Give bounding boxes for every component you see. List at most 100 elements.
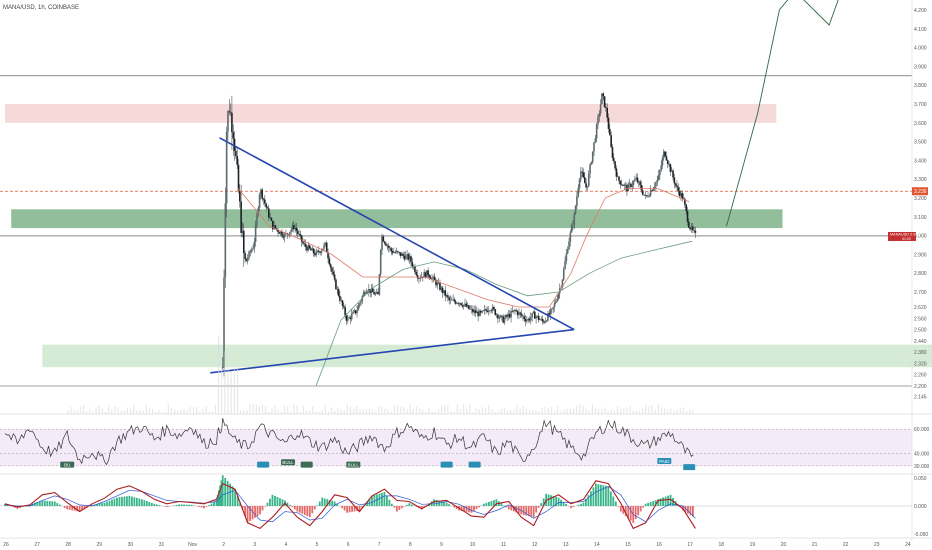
macd-histogram-bar: [483, 503, 485, 506]
macd-histogram-bar: [135, 497, 138, 506]
macd-histogram-bar: [244, 506, 246, 517]
candle-body: [526, 320, 528, 322]
volume-bar: [202, 409, 204, 414]
volume-bar: [554, 410, 556, 414]
candle-body: [354, 310, 357, 314]
volume-bar: [494, 411, 496, 414]
volume-bar: [437, 408, 440, 414]
signal-bull-label: BULL: [281, 459, 296, 466]
volume-bar: [368, 408, 370, 414]
candle-body: [660, 165, 662, 171]
candle-body: [358, 303, 361, 306]
y-tick-label: 4.100: [914, 27, 927, 33]
volume-bar: [126, 407, 129, 414]
y-tick-label: 2.800: [914, 271, 927, 277]
volume-bar: [349, 406, 352, 414]
volume-bar: [607, 411, 609, 414]
candle-body: [655, 182, 657, 187]
candle-body: [661, 157, 664, 166]
rsi-band: [0, 429, 912, 466]
candle-body: [626, 185, 628, 192]
candle-body: [681, 192, 684, 199]
volume-bar: [525, 408, 528, 414]
volume-bar: [538, 411, 540, 414]
candle-body: [225, 131, 228, 204]
macd-histogram-bar: [629, 506, 632, 521]
macd-histogram-bar: [58, 504, 61, 506]
x-tick-label: 12: [532, 542, 538, 548]
x-tick-label: 14: [594, 542, 600, 548]
macd-histogram-bar: [140, 499, 143, 506]
candle-body: [564, 261, 566, 270]
volume-bar: [604, 407, 606, 414]
candle-body: [601, 93, 603, 105]
volume-bar: [111, 409, 113, 414]
volume-bar: [444, 405, 446, 414]
macd-histogram-bar: [522, 506, 525, 515]
volume-bar: [117, 407, 119, 414]
volume-bar: [180, 410, 182, 414]
macd-histogram-bar: [301, 506, 304, 514]
volume-bar: [541, 408, 543, 414]
rsi-pane[interactable]: BU BULL BULL PAID: [0, 418, 912, 471]
macd-histogram-bar: [78, 506, 81, 512]
macd-pane[interactable]: [0, 475, 912, 530]
candle-body: [551, 308, 553, 310]
macd-histogram-bar: [555, 496, 557, 506]
candle-body: [232, 132, 235, 139]
candle-body: [512, 310, 515, 312]
macd-histogram-bar: [48, 501, 51, 506]
candle-body: [242, 230, 245, 253]
candle-body: [670, 170, 673, 172]
macd-histogram-bar: [361, 506, 363, 508]
macd-histogram-bar: [218, 490, 220, 506]
candle-body: [544, 320, 547, 323]
macd-histogram-bar: [657, 499, 659, 506]
candle-body: [340, 300, 343, 302]
y-tick-label: 3.000: [914, 234, 927, 240]
candle-body: [441, 287, 444, 293]
macd-histogram-bar: [654, 500, 657, 506]
x-tick-label: 5: [316, 542, 319, 548]
candle-body: [332, 271, 335, 275]
candle-body: [586, 186, 589, 188]
x-tick-label: 24: [905, 542, 911, 548]
volume-bar: [620, 409, 622, 414]
candle-body: [350, 313, 353, 320]
candle-body: [676, 185, 678, 188]
price-pane[interactable]: [0, 0, 932, 414]
candle-body: [290, 229, 292, 232]
candle-body: [502, 316, 504, 323]
candle-body: [486, 310, 489, 312]
candle-body: [615, 168, 618, 177]
volume-bar: [497, 411, 499, 414]
macd-histogram-bar: [405, 504, 408, 506]
candle-body: [527, 318, 529, 321]
volume-bar: [645, 404, 647, 414]
candle-body: [398, 252, 400, 253]
candle-body: [537, 315, 540, 320]
macd-histogram-bar: [341, 506, 344, 509]
candle-body: [236, 155, 238, 165]
candle-body: [429, 277, 432, 280]
candle-body: [618, 176, 620, 181]
volume-bar: [296, 405, 298, 414]
volume-bar: [387, 409, 389, 414]
candle-body: [283, 233, 286, 238]
candle-body: [686, 211, 689, 222]
macd-histogram-bar: [316, 505, 319, 506]
candle-body: [595, 124, 598, 139]
candle-body: [254, 225, 257, 242]
candle-body: [436, 282, 439, 286]
level-price-tag: 3.236: [912, 187, 928, 196]
candle-body: [279, 231, 282, 234]
macd-histogram-bar: [229, 483, 232, 506]
macd-histogram-bar: [662, 497, 664, 506]
macd-histogram-bar: [291, 506, 294, 508]
x-tick-label: 3: [253, 542, 256, 548]
candle-body: [337, 288, 340, 296]
candle-body: [269, 217, 271, 219]
candle-body: [224, 203, 227, 278]
